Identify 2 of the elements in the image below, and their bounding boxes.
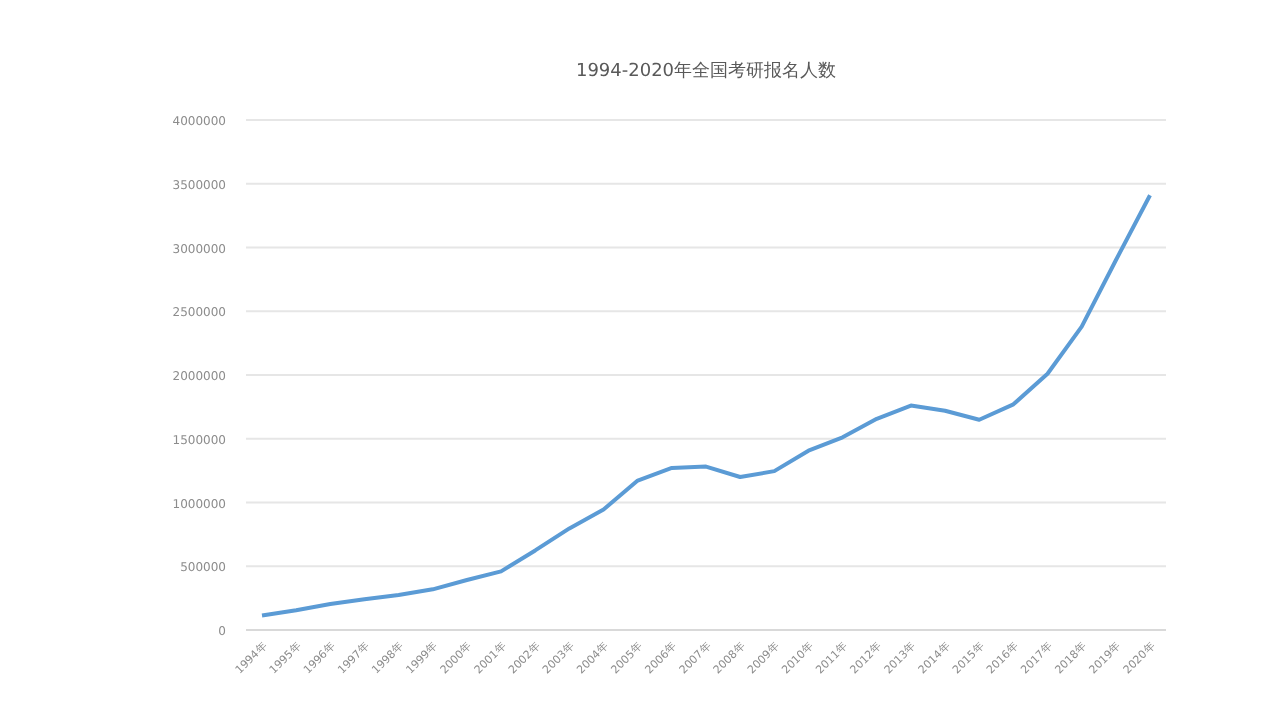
chart-title: 1994-2020年全国考研报名人数 (575, 60, 837, 82)
line-series (260, 193, 1152, 618)
